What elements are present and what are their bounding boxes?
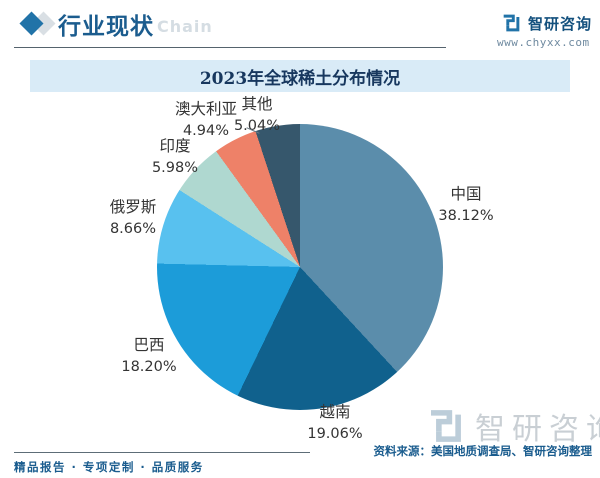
- watermark-text: 智研咨询: [475, 412, 600, 447]
- pie-label-other: 其他 5.04%: [227, 94, 287, 136]
- chart-title-band: 2023年全球稀土分布情况: [30, 60, 570, 92]
- footer-divider: [14, 452, 310, 453]
- pie-label-name: 其他: [241, 95, 273, 113]
- pie-chart: [157, 124, 443, 410]
- header-divider: [14, 47, 446, 48]
- pie-label-pct: 5.04%: [233, 117, 281, 134]
- pie-label-pct: 38.12%: [438, 207, 494, 224]
- brand-logo-group: 智研咨询: [500, 12, 592, 34]
- pie-label-russia: 俄罗斯 8.66%: [97, 197, 169, 239]
- watermark: 智研咨询: [424, 404, 600, 448]
- pie-label-pct: 19.06%: [307, 425, 363, 442]
- pie-label-pct: 8.66%: [109, 220, 157, 237]
- section-title: 行业现状: [58, 13, 154, 40]
- data-source: 资料来源：美国地质调查局、智研咨询整理: [373, 444, 593, 458]
- pie-label-india: 印度 5.98%: [145, 136, 205, 178]
- pie-label-name: 越南: [319, 403, 351, 421]
- pie-label-vietnam: 越南 19.06%: [297, 402, 373, 444]
- pie-label-pct: 4.94%: [182, 122, 230, 139]
- pie-label-name: 中国: [450, 185, 482, 203]
- pie-label-name: 澳大利亚: [174, 100, 237, 118]
- footer-motto: 精品报告 · 专项定制 · 品质服务: [14, 460, 204, 474]
- section-subtitle: Chain: [157, 17, 213, 36]
- pie-label-name: 巴西: [133, 336, 165, 354]
- pie-label-name: 印度: [159, 137, 191, 155]
- pie-label-pct: 18.20%: [121, 358, 177, 375]
- pie-label-australia: 澳大利亚 4.94%: [166, 99, 246, 141]
- watermark-logo-icon: [431, 410, 461, 442]
- pie-label-pct: 5.98%: [151, 159, 199, 176]
- pie-label-china: 中国 38.12%: [430, 184, 502, 226]
- pie-label-name: 俄罗斯: [109, 198, 157, 216]
- brand-url: www.chyxx.com: [497, 36, 590, 49]
- brand-name: 智研咨询: [528, 14, 593, 33]
- chart-title: 2023年全球稀土分布情况: [199, 68, 401, 89]
- brand-logo-icon: [503, 14, 520, 32]
- pie-label-brazil: 巴西 18.20%: [111, 335, 187, 377]
